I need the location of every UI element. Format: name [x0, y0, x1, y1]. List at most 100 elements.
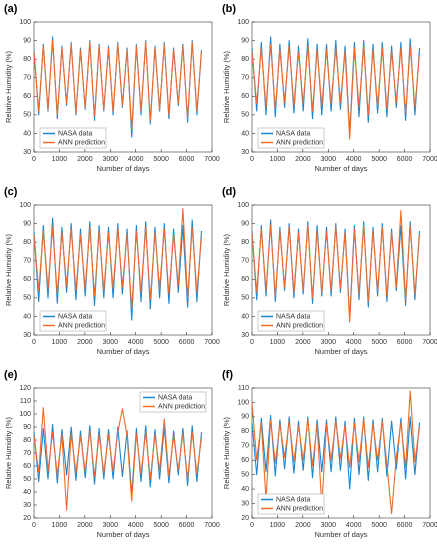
y-tick-label: 50 — [241, 472, 249, 479]
panel-label: (c) — [4, 186, 18, 198]
x-tick-label: 5000 — [153, 156, 169, 163]
x-tick-label: 5000 — [153, 522, 169, 529]
x-tick-label: 5000 — [371, 522, 387, 529]
y-tick-label: 120 — [19, 385, 31, 392]
series-line — [251, 219, 421, 319]
legend-label: NASA data — [58, 313, 92, 320]
x-tick-label: 3000 — [102, 156, 118, 163]
x-tick-label: 6000 — [397, 156, 413, 163]
panel-label: (f) — [222, 369, 233, 381]
y-tick-label: 60 — [23, 93, 31, 100]
y-tick-label: 70 — [23, 75, 31, 82]
y-tick-label: 80 — [23, 56, 31, 63]
legend-box — [39, 310, 107, 332]
y-tick-label: 90 — [23, 424, 31, 431]
legend-box — [257, 127, 325, 149]
y-axis-label: Relative Humidity (%) — [222, 416, 231, 489]
x-tick-label: 4000 — [346, 522, 362, 529]
x-tick-label: 7000 — [204, 522, 220, 529]
x-tick-label: 0 — [32, 156, 36, 163]
y-tick-label: 40 — [241, 486, 249, 493]
series-line — [251, 390, 421, 515]
series-line — [33, 423, 203, 496]
x-tick-label: 0 — [32, 339, 36, 346]
legend-label: ANN prediction — [276, 505, 323, 512]
y-tick-label: 80 — [23, 437, 31, 444]
x-tick-label: 2000 — [77, 339, 93, 346]
x-tick-label: 6000 — [397, 339, 413, 346]
y-tick-label: 30 — [241, 332, 249, 339]
x-tick-label: 3000 — [102, 339, 118, 346]
y-tick-label: 110 — [20, 398, 31, 405]
y-tick-label: 90 — [241, 414, 249, 421]
y-tick-label: 100 — [19, 19, 31, 26]
y-tick-label: 30 — [23, 502, 31, 509]
x-tick-label: 6000 — [179, 339, 195, 346]
legend-label: ANN prediction — [276, 139, 323, 146]
x-tick-label: 7000 — [204, 156, 220, 163]
legend-label: NASA data — [58, 130, 92, 137]
x-tick-label: 4000 — [128, 339, 144, 346]
y-tick-label: 50 — [23, 112, 31, 119]
y-tick-label: 70 — [23, 258, 31, 265]
x-axis-label: Number of days — [97, 164, 150, 173]
x-tick-label: 5000 — [371, 339, 387, 346]
x-tick-label: 7000 — [422, 339, 437, 346]
y-tick-label: 50 — [23, 295, 31, 302]
x-tick-label: 7000 — [422, 156, 437, 163]
y-tick-label: 100 — [237, 19, 249, 26]
y-tick-label: 80 — [241, 56, 249, 63]
y-tick-label: 90 — [23, 220, 31, 227]
x-tick-label: 1000 — [52, 156, 68, 163]
series-line — [251, 36, 421, 134]
legend-box — [39, 127, 107, 149]
x-tick-label: 2000 — [77, 522, 93, 529]
y-tick-label: 60 — [241, 457, 249, 464]
y-tick-label: 70 — [23, 450, 31, 457]
series-line — [251, 43, 421, 140]
y-tick-label: 30 — [241, 149, 249, 156]
x-tick-label: 6000 — [397, 522, 413, 529]
x-tick-label: 0 — [250, 339, 254, 346]
legend-label: NASA data — [276, 130, 310, 137]
y-tick-label: 100 — [237, 202, 249, 209]
legend-label: ANN prediction — [58, 322, 105, 329]
x-tick-label: 6000 — [179, 522, 195, 529]
series-line — [33, 208, 203, 310]
x-tick-label: 1000 — [52, 522, 68, 529]
x-tick-label: 2000 — [295, 339, 311, 346]
legend-label: ANN prediction — [276, 322, 323, 329]
legend-box — [257, 493, 325, 515]
y-tick-label: 70 — [241, 75, 249, 82]
legend-label: NASA data — [276, 496, 310, 503]
x-tick-label: 0 — [32, 522, 36, 529]
legend-box — [139, 391, 207, 413]
x-tick-label: 5000 — [153, 339, 169, 346]
x-tick-label: 4000 — [128, 156, 144, 163]
legend-label: ANN prediction — [158, 403, 205, 410]
y-tick-label: 20 — [241, 515, 249, 522]
x-axis-label: Number of days — [315, 347, 368, 356]
panel-label: (b) — [222, 3, 236, 15]
y-tick-label: 70 — [241, 258, 249, 265]
y-axis-label: Relative Humidity (%) — [4, 50, 13, 123]
x-tick-label: 0 — [250, 522, 254, 529]
x-tick-label: 4000 — [346, 156, 362, 163]
y-tick-label: 30 — [241, 500, 249, 507]
x-tick-label: 3000 — [320, 522, 336, 529]
x-tick-label: 2000 — [295, 522, 311, 529]
x-axis-label: Number of days — [97, 530, 150, 539]
y-tick-label: 30 — [23, 149, 31, 156]
x-tick-label: 0 — [250, 156, 254, 163]
y-tick-label: 80 — [241, 239, 249, 246]
y-tick-label: 30 — [23, 332, 31, 339]
y-tick-label: 60 — [241, 276, 249, 283]
y-tick-label: 60 — [23, 276, 31, 283]
panel-label: (e) — [4, 369, 18, 381]
y-tick-label: 60 — [23, 463, 31, 470]
legend-label: NASA data — [276, 313, 310, 320]
x-tick-label: 2000 — [295, 156, 311, 163]
x-tick-label: 1000 — [270, 339, 286, 346]
x-tick-label: 3000 — [320, 156, 336, 163]
x-tick-label: 3000 — [102, 522, 118, 529]
